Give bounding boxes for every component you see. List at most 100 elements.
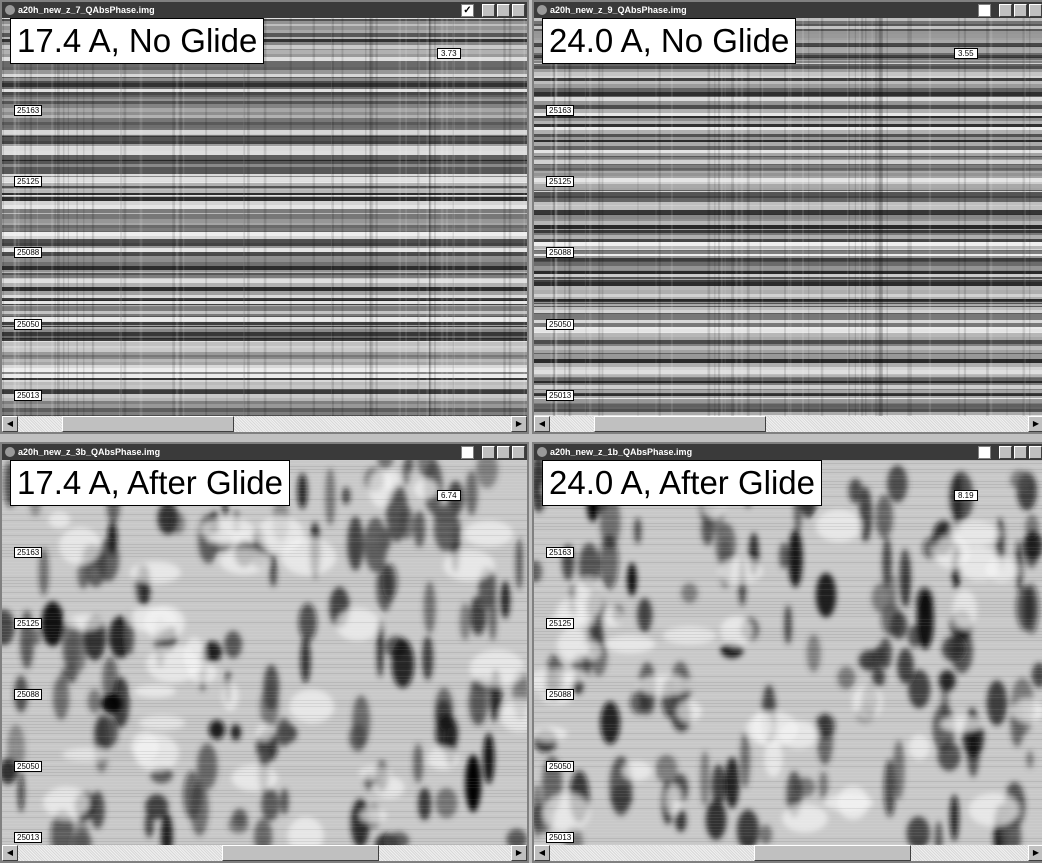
checkbox[interactable] (461, 446, 474, 459)
vertical-streak (434, 18, 436, 416)
minimize-button[interactable] (482, 446, 495, 459)
scanline (2, 688, 527, 689)
checkbox[interactable] (978, 4, 991, 17)
horizontal-scrollbar[interactable]: ◀▶ (2, 845, 527, 861)
scanline (534, 826, 1042, 827)
row-label: 25050 (546, 761, 574, 772)
scroll-right[interactable]: ▶ (511, 416, 527, 432)
scanline (534, 733, 1042, 734)
vertical-streak (725, 18, 726, 416)
horizontal-scrollbar[interactable]: ◀▶ (2, 416, 527, 432)
vertical-streak (68, 18, 69, 416)
scanline (534, 598, 1042, 599)
scanline (2, 667, 527, 668)
minimize-button[interactable] (482, 4, 495, 17)
close-button[interactable] (512, 4, 525, 17)
minimize-button[interactable] (999, 4, 1012, 17)
scanline (2, 793, 527, 794)
vertical-streak (121, 18, 122, 416)
maximize-button[interactable] (1014, 446, 1027, 459)
scanline (2, 532, 527, 533)
scanline (534, 622, 1042, 623)
scanline (534, 811, 1042, 812)
scroll-left[interactable]: ◀ (2, 416, 18, 432)
vertical-streak (589, 18, 591, 416)
scanline (534, 535, 1042, 536)
title-bar: a20h_new_z_1b_QAbsPhase.img (534, 444, 1042, 460)
scanline (534, 727, 1042, 728)
scroll-left[interactable]: ◀ (534, 845, 550, 861)
scanline (534, 520, 1042, 521)
close-button[interactable] (1029, 446, 1042, 459)
scanline (534, 577, 1042, 578)
close-button[interactable] (1029, 4, 1042, 17)
row-label: 25050 (14, 761, 42, 772)
scroll-right[interactable]: ▶ (1028, 416, 1042, 432)
horizontal-scrollbar[interactable]: ◀▶ (534, 845, 1042, 861)
maximize-button[interactable] (497, 4, 510, 17)
scanline (534, 823, 1042, 824)
vertical-streak (417, 18, 419, 416)
blob (418, 788, 431, 821)
title-bar: a20h_new_z_7_QAbsPhase.img✓ (2, 2, 527, 18)
checkbox[interactable] (978, 446, 991, 459)
scanline (534, 805, 1042, 806)
blob (725, 757, 739, 808)
scanline (2, 745, 527, 746)
window-icon (537, 447, 547, 457)
scanline (2, 619, 527, 620)
vertical-streak (479, 18, 482, 416)
panel-label: 24.0 A, After Glide (542, 460, 822, 506)
close-button[interactable] (512, 446, 525, 459)
scanline (2, 676, 527, 677)
scanline (2, 508, 527, 509)
scanline (2, 826, 527, 827)
vertical-streak (504, 18, 506, 416)
vertical-streak (788, 18, 789, 416)
scroll-left[interactable]: ◀ (2, 845, 18, 861)
vertical-streak (247, 18, 250, 416)
image-window: a20h_new_z_3b_QAbsPhase.img17.4 A, After… (0, 442, 529, 863)
blob (1010, 470, 1029, 489)
scanline (534, 700, 1042, 701)
vertical-streak (865, 18, 867, 416)
scanline (534, 838, 1042, 839)
scanline (534, 604, 1042, 605)
vertical-streak (465, 18, 468, 416)
vertical-streak (784, 18, 786, 416)
scroll-left[interactable]: ◀ (534, 416, 550, 432)
scanline (534, 523, 1042, 524)
scanline (2, 841, 527, 842)
title-bar: a20h_new_z_9_QAbsPhase.img (534, 2, 1042, 18)
scanline (534, 793, 1042, 794)
maximize-button[interactable] (1014, 4, 1027, 17)
scanline (534, 547, 1042, 548)
scroll-right[interactable]: ▶ (1028, 845, 1042, 861)
panel-label: 24.0 A, No Glide (542, 18, 796, 64)
scanline (2, 757, 527, 758)
scroll-right[interactable]: ▶ (511, 845, 527, 861)
row-label: 25050 (14, 319, 42, 330)
scanline (2, 748, 527, 749)
scanline (2, 721, 527, 722)
maximize-button[interactable] (497, 446, 510, 459)
scanline (2, 565, 527, 566)
window-buttons (978, 446, 1042, 459)
light-patch (256, 724, 272, 741)
vertical-streak (331, 18, 334, 416)
scroll-thumb[interactable] (222, 845, 379, 861)
scanline (534, 832, 1042, 833)
checkbox[interactable]: ✓ (461, 4, 474, 17)
scanline (2, 835, 527, 836)
scroll-thumb[interactable] (62, 416, 234, 432)
scroll-thumb[interactable] (594, 416, 766, 432)
horizontal-scrollbar[interactable]: ◀▶ (534, 416, 1042, 432)
blob (740, 732, 750, 789)
scroll-thumb[interactable] (754, 845, 911, 861)
minimize-button[interactable] (999, 446, 1012, 459)
scanline (534, 508, 1042, 509)
scanline (534, 679, 1042, 680)
light-patch (663, 627, 717, 645)
scanline (2, 703, 527, 704)
scanline (2, 787, 527, 788)
